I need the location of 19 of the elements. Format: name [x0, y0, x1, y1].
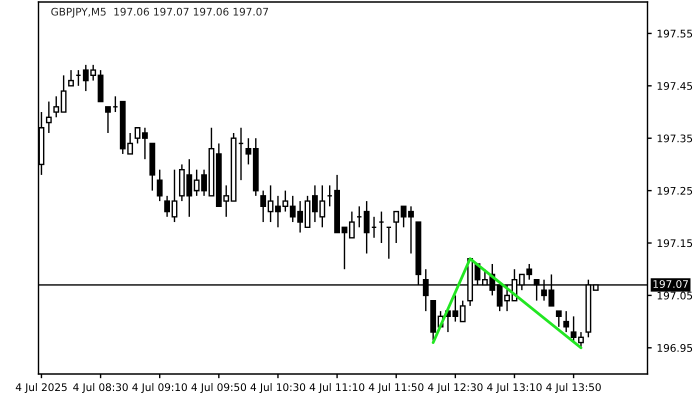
y-tick-label: 197.55: [658, 30, 692, 38]
y-tick-label: 197.15: [658, 239, 692, 248]
x-tick-label: 4 Jul 11:10: [310, 383, 364, 394]
x-tick-label: 4 Jul 11:50: [368, 383, 424, 394]
x-tick-label: 4 Jul 09:50: [191, 383, 246, 394]
x-tick-label: 4 Jul 09:10: [132, 383, 187, 394]
y-tick-label: 197.45: [658, 82, 692, 90]
ref-line-label: 197.07: [654, 280, 688, 288]
x-tick-label: 4 Jul 12:30: [428, 383, 483, 394]
x-tick-label: 4 Jul 10:30: [250, 383, 306, 394]
y-tick-label: 197.35: [658, 134, 692, 142]
text: GBPJPY,M5 197.06 197.07 197.06 197.07: [51, 8, 268, 18]
y-tick-label: 197.25: [658, 186, 692, 195]
y-tick-label: 197.05: [658, 292, 692, 300]
y-tick-label: 196.95: [658, 344, 692, 352]
x-tick-label: 4 Jul 13:50: [546, 383, 601, 394]
x-tick-label: 4 Jul 08:30: [73, 383, 128, 394]
x-tick-label: 4 Jul 13:10: [487, 383, 542, 394]
x-tick-label: 4 Jul 2025: [16, 383, 67, 394]
